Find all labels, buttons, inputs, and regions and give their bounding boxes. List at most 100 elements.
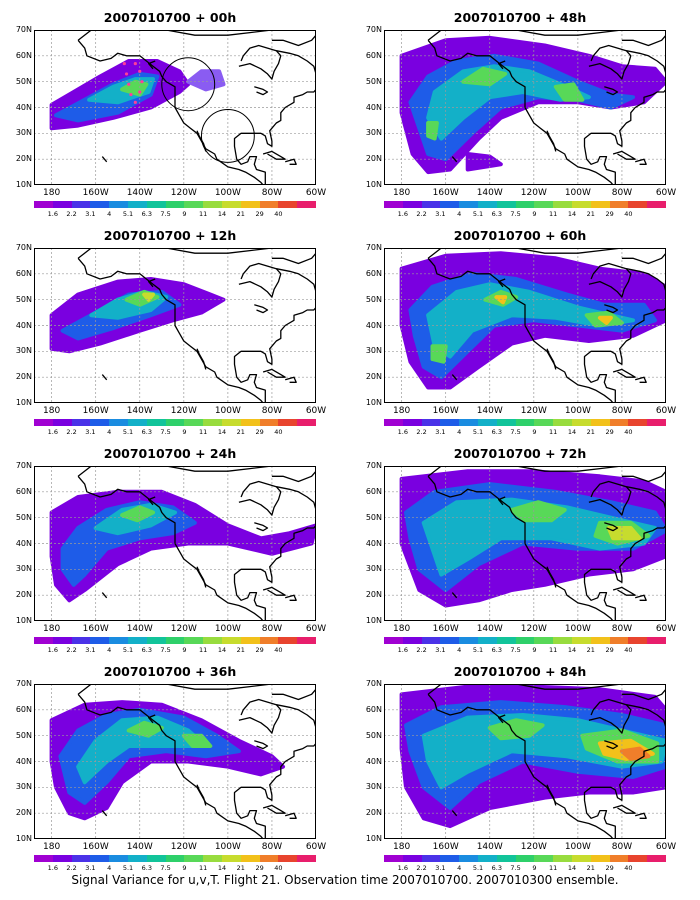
map-plot	[384, 30, 666, 185]
variance-contour-region	[606, 526, 642, 541]
colorbar-swatch	[628, 855, 648, 862]
colorbar-label: 2.2	[416, 428, 427, 436]
longitude-tick-label: 80W	[261, 624, 283, 634]
colorbar-label: 14	[567, 864, 577, 872]
coastline	[262, 804, 286, 814]
colorbar-label: 3.1	[435, 428, 446, 436]
colorbar-swatch	[496, 637, 516, 644]
colorbar-swatch	[515, 855, 535, 862]
colorbar-label: 9	[182, 210, 187, 218]
colorbar-label: 4	[457, 646, 462, 654]
latitude-tick-label: 60N	[365, 268, 382, 278]
map-frame	[384, 248, 666, 403]
flight-track-point	[122, 61, 126, 66]
coastline	[588, 698, 632, 734]
variance-contour-region	[461, 66, 508, 87]
colorbar-label: 40	[274, 646, 283, 654]
colorbar-swatch	[109, 419, 128, 426]
forecast-panel: 2007010700 + 36h 70N 60N 50N 40N 30N 20N 10N 180…	[0, 654, 340, 872]
coastline	[612, 150, 636, 160]
latitude-tick-label: 30N	[15, 782, 32, 792]
colorbar-label: 9	[532, 864, 537, 872]
longitude-tick-label: 60W	[305, 406, 327, 416]
colorbar-label: 6.3	[491, 864, 502, 872]
coastline	[621, 688, 666, 701]
latitude-tick-label: 10N	[365, 398, 382, 407]
latitude-tick-label: 70N	[15, 461, 32, 470]
colorbar-swatch	[402, 201, 422, 208]
map-plot	[384, 466, 666, 621]
colorbar-swatch	[146, 201, 166, 208]
colorbar-swatch	[553, 419, 572, 426]
colorbar-swatch	[259, 419, 279, 426]
coastline	[546, 566, 557, 588]
coastline	[262, 368, 286, 378]
colorbar-label: 14	[217, 210, 227, 218]
coastline	[604, 740, 619, 750]
colorbar-label: 21	[586, 428, 595, 436]
coastline	[583, 742, 666, 839]
colorbar-label: 11	[549, 210, 558, 218]
colorbar-swatch	[421, 637, 441, 644]
coastline	[101, 592, 108, 599]
colorbar-swatch	[477, 855, 497, 862]
colorbar-label: 29	[255, 210, 264, 218]
coastline	[285, 812, 297, 819]
colorbar-label: 4	[457, 428, 462, 436]
coastline	[276, 50, 316, 75]
coastline	[427, 466, 622, 477]
longitude-tick-label: 60W	[655, 406, 677, 416]
coastline	[196, 566, 207, 588]
colorbar-label: 6.3	[491, 646, 502, 654]
colorbar-label: 2.2	[416, 646, 427, 654]
colorbar-label: 9	[182, 646, 187, 654]
colorbar-label: 2.2	[66, 864, 77, 872]
colorbar-swatch	[278, 637, 298, 644]
latitude-tick-label: 70N	[365, 679, 382, 688]
colorbar-label: 21	[586, 646, 595, 654]
colorbar-label: 7.5	[510, 210, 521, 218]
coastline	[497, 60, 506, 70]
coastline	[271, 688, 316, 701]
colorbar-swatch	[628, 201, 648, 208]
colorbar	[384, 637, 666, 644]
variance-contour-region	[426, 64, 591, 141]
variance-contour-region	[142, 292, 155, 302]
longitude-tick-label: 120W	[520, 842, 547, 852]
colorbar-label: 40	[274, 428, 283, 436]
map-border	[34, 30, 316, 185]
colorbar-swatch	[515, 201, 535, 208]
map-plot	[384, 684, 666, 839]
colorbar-swatch	[402, 855, 422, 862]
colorbar-label: 3.1	[435, 864, 446, 872]
longitude-tick-label: 100W	[214, 188, 241, 198]
colorbar-swatch	[203, 637, 222, 644]
coastline	[238, 698, 282, 734]
colorbar-swatch	[259, 201, 279, 208]
colorbar	[384, 419, 666, 426]
coastline	[262, 150, 286, 160]
latitude-tick-label: 10N	[365, 180, 382, 189]
colorbar-swatch	[440, 201, 460, 208]
longitude-tick-label: 180	[393, 406, 411, 416]
coastline	[583, 306, 666, 403]
coastline	[612, 368, 636, 378]
longitude-tick-label: 60W	[655, 188, 677, 198]
colorbar-swatch	[402, 637, 422, 644]
longitude-tick-label: 60W	[655, 624, 677, 634]
colorbar-label: 6.3	[141, 864, 152, 872]
colorbar-swatch	[609, 419, 629, 426]
colorbar-label: 5.1	[122, 864, 134, 872]
colorbar-label: 7.5	[160, 210, 171, 218]
longitude-tick-label: 120W	[520, 406, 547, 416]
colorbar-swatch	[553, 201, 572, 208]
coastline	[254, 522, 269, 532]
colorbar-swatch	[71, 419, 91, 426]
longitude-tick-label: 160W	[432, 842, 459, 852]
coastline	[271, 252, 316, 265]
latitude-tick-label: 60N	[365, 486, 382, 496]
coastline	[621, 34, 666, 47]
map-frame	[384, 684, 666, 839]
colorbar-swatch	[127, 419, 147, 426]
colorbar-swatch	[184, 419, 204, 426]
